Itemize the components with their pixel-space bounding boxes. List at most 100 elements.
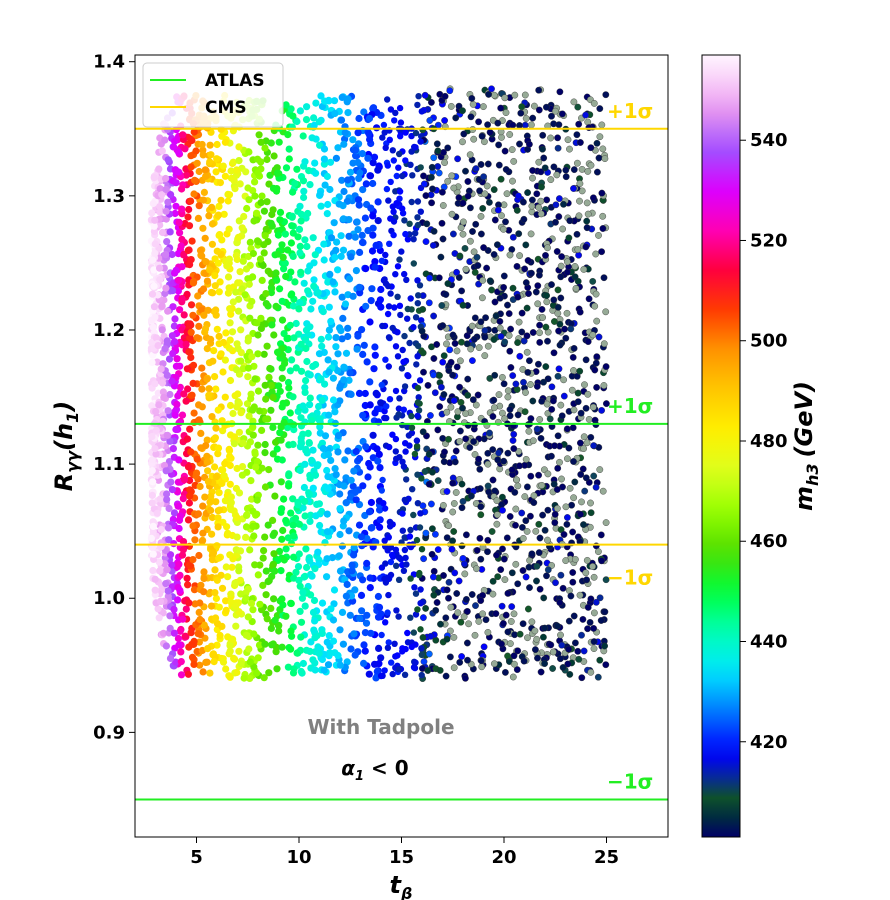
scatter-point — [536, 329, 543, 337]
scatter-point — [273, 665, 281, 673]
scatter-point — [479, 204, 487, 212]
scatter-point — [329, 616, 338, 624]
scatter-point — [312, 169, 320, 177]
scatter-point — [198, 140, 206, 149]
scatter-point — [249, 431, 257, 439]
scatter-point — [498, 493, 506, 501]
scatter-point — [500, 457, 508, 465]
scatter-point — [195, 322, 203, 330]
scatter-point — [431, 530, 439, 538]
scatter-point — [162, 207, 170, 215]
colorbar-tick-label: 420 — [750, 732, 788, 753]
scatter-point — [355, 283, 363, 291]
x-tick-label: 5 — [190, 847, 203, 868]
scatter-point — [403, 476, 410, 483]
scatter-point — [453, 363, 461, 371]
scatter-point — [389, 147, 396, 154]
scatter-point — [254, 238, 262, 246]
scatter-point — [585, 295, 593, 303]
scatter-point — [294, 501, 302, 509]
scatter-point — [148, 433, 156, 441]
scatter-point — [359, 350, 367, 358]
scatter-point — [251, 178, 259, 186]
scatter-point — [404, 305, 411, 313]
scatter-point — [200, 621, 208, 629]
y-axis-title-sub: γγ — [63, 450, 82, 473]
scatter-point — [185, 348, 193, 356]
scatter-point — [521, 493, 529, 500]
scatter-point — [574, 246, 582, 253]
scatter-point — [149, 522, 157, 531]
scatter-point — [383, 185, 391, 193]
scatter-point — [297, 633, 305, 641]
scatter-point — [410, 236, 417, 243]
scatter-point — [226, 480, 234, 488]
scatter-point — [156, 203, 164, 211]
scatter-point — [413, 443, 421, 450]
scatter-point — [208, 530, 216, 538]
scatter-point — [148, 338, 156, 346]
scatter-point — [271, 567, 279, 575]
scatter-point — [200, 588, 208, 596]
scatter-point — [592, 250, 600, 258]
scatter-point — [376, 516, 384, 524]
scatter-point — [279, 526, 287, 535]
scatter-point — [556, 599, 564, 606]
scatter-point — [459, 199, 467, 207]
scatter-point — [188, 237, 196, 245]
scatter-point — [583, 439, 591, 447]
scatter-point — [590, 573, 598, 581]
scatter-point — [595, 154, 603, 162]
scatter-point — [596, 594, 604, 602]
scatter-point — [310, 626, 318, 634]
scatter-point — [598, 406, 605, 414]
scatter-point — [194, 510, 202, 518]
scatter-point — [325, 96, 333, 104]
scatter-point — [310, 276, 318, 284]
scatter-point — [166, 390, 174, 399]
scatter-point — [257, 199, 265, 207]
scatter-point — [493, 551, 500, 559]
scatter-point — [464, 375, 472, 383]
scatter-point — [439, 434, 447, 442]
scatter-point — [577, 471, 585, 478]
scatter-point — [391, 640, 398, 647]
scatter-point — [257, 324, 265, 332]
scatter-point — [465, 620, 472, 628]
scatter-point — [288, 356, 296, 364]
scatter-point — [504, 393, 512, 401]
scatter-point — [536, 585, 544, 593]
scatter-point — [548, 383, 556, 391]
scatter-point — [501, 147, 509, 155]
scatter-point — [178, 411, 187, 419]
scatter-point — [263, 198, 271, 206]
scatter-point — [549, 648, 557, 656]
scatter-point — [306, 517, 314, 526]
scatter-point — [227, 174, 236, 182]
scatter-point — [536, 534, 544, 542]
scatter-point — [251, 375, 259, 383]
scatter-point — [514, 647, 522, 655]
scatter-point — [187, 448, 195, 456]
scatter-point — [453, 268, 460, 276]
scatter-point — [497, 104, 505, 112]
scatter-point — [327, 317, 335, 325]
scatter-point — [300, 483, 308, 492]
scatter-point — [332, 343, 340, 351]
scatter-point — [350, 467, 358, 475]
scatter-point — [327, 234, 336, 242]
scatter-point — [549, 665, 556, 672]
scatter-point — [534, 282, 542, 290]
scatter-point — [299, 588, 307, 596]
scatter-point — [535, 520, 543, 528]
scatter-point — [574, 103, 582, 111]
scatter-point — [506, 406, 514, 413]
scatter-point — [472, 401, 480, 409]
scatter-point — [210, 658, 218, 666]
scatter-point — [580, 265, 588, 273]
scatter-point — [225, 225, 233, 233]
scatter-point — [237, 326, 245, 334]
scatter-point — [319, 308, 327, 316]
scatter-point — [225, 445, 233, 453]
